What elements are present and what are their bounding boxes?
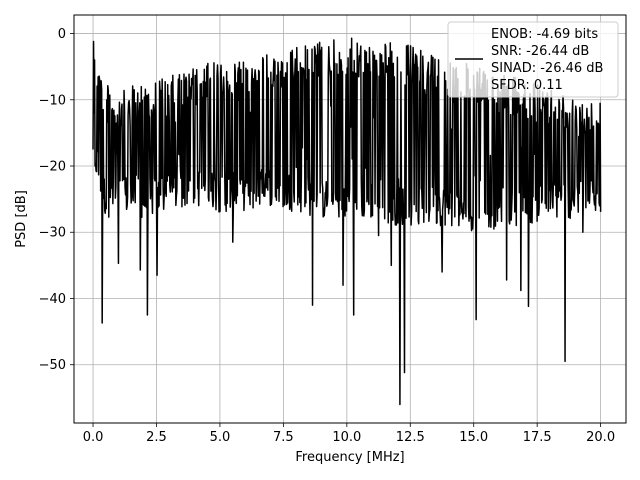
plot-frame (73, 14, 627, 424)
y-axis-label: PSD [dB] (14, 190, 29, 248)
ticks: 0.0 2.5 5.0 7.5 10.0 12.5 15.0 17.5 20.0 0 −10 −20 −… (39, 27, 616, 445)
y-tick-label: −10 (39, 93, 66, 108)
x-tick-label: 0.0 (83, 430, 104, 445)
legend-box (447, 21, 619, 98)
x-tick-label: 20.0 (586, 430, 615, 445)
x-tick-label: 15.0 (459, 430, 488, 445)
x-axis-label: Frequency [MHz] (295, 450, 404, 465)
y-tick-label: −30 (39, 226, 66, 241)
legend-entry-enob: ENOB: -4.69 bits (491, 27, 598, 42)
x-tick-label: 2.5 (146, 430, 167, 445)
legend-entry-snr: SNR: -26.44 dB (491, 44, 589, 59)
x-tick-label: 7.5 (273, 430, 294, 445)
y-tick-label: −50 (39, 358, 66, 373)
x-tick-label: 5.0 (210, 430, 231, 445)
legend-entry-sfdr: SFDR: 0.11 (491, 78, 563, 93)
psd-series-line (92, 37, 602, 406)
y-tick-label: −20 (39, 160, 66, 175)
y-tick-label: −40 (39, 292, 66, 307)
y-tick-label: 0 (58, 27, 66, 42)
x-tick-label: 17.5 (523, 430, 552, 445)
legend-entry-sinad: SINAD: -26.46 dB (491, 61, 603, 76)
legend: ENOB: -4.69 bits SNR: -26.44 dB SINAD: -… (447, 21, 619, 98)
x-tick-label: 12.5 (396, 430, 425, 445)
series-layer (92, 37, 602, 406)
x-tick-label: 10.0 (332, 430, 361, 445)
